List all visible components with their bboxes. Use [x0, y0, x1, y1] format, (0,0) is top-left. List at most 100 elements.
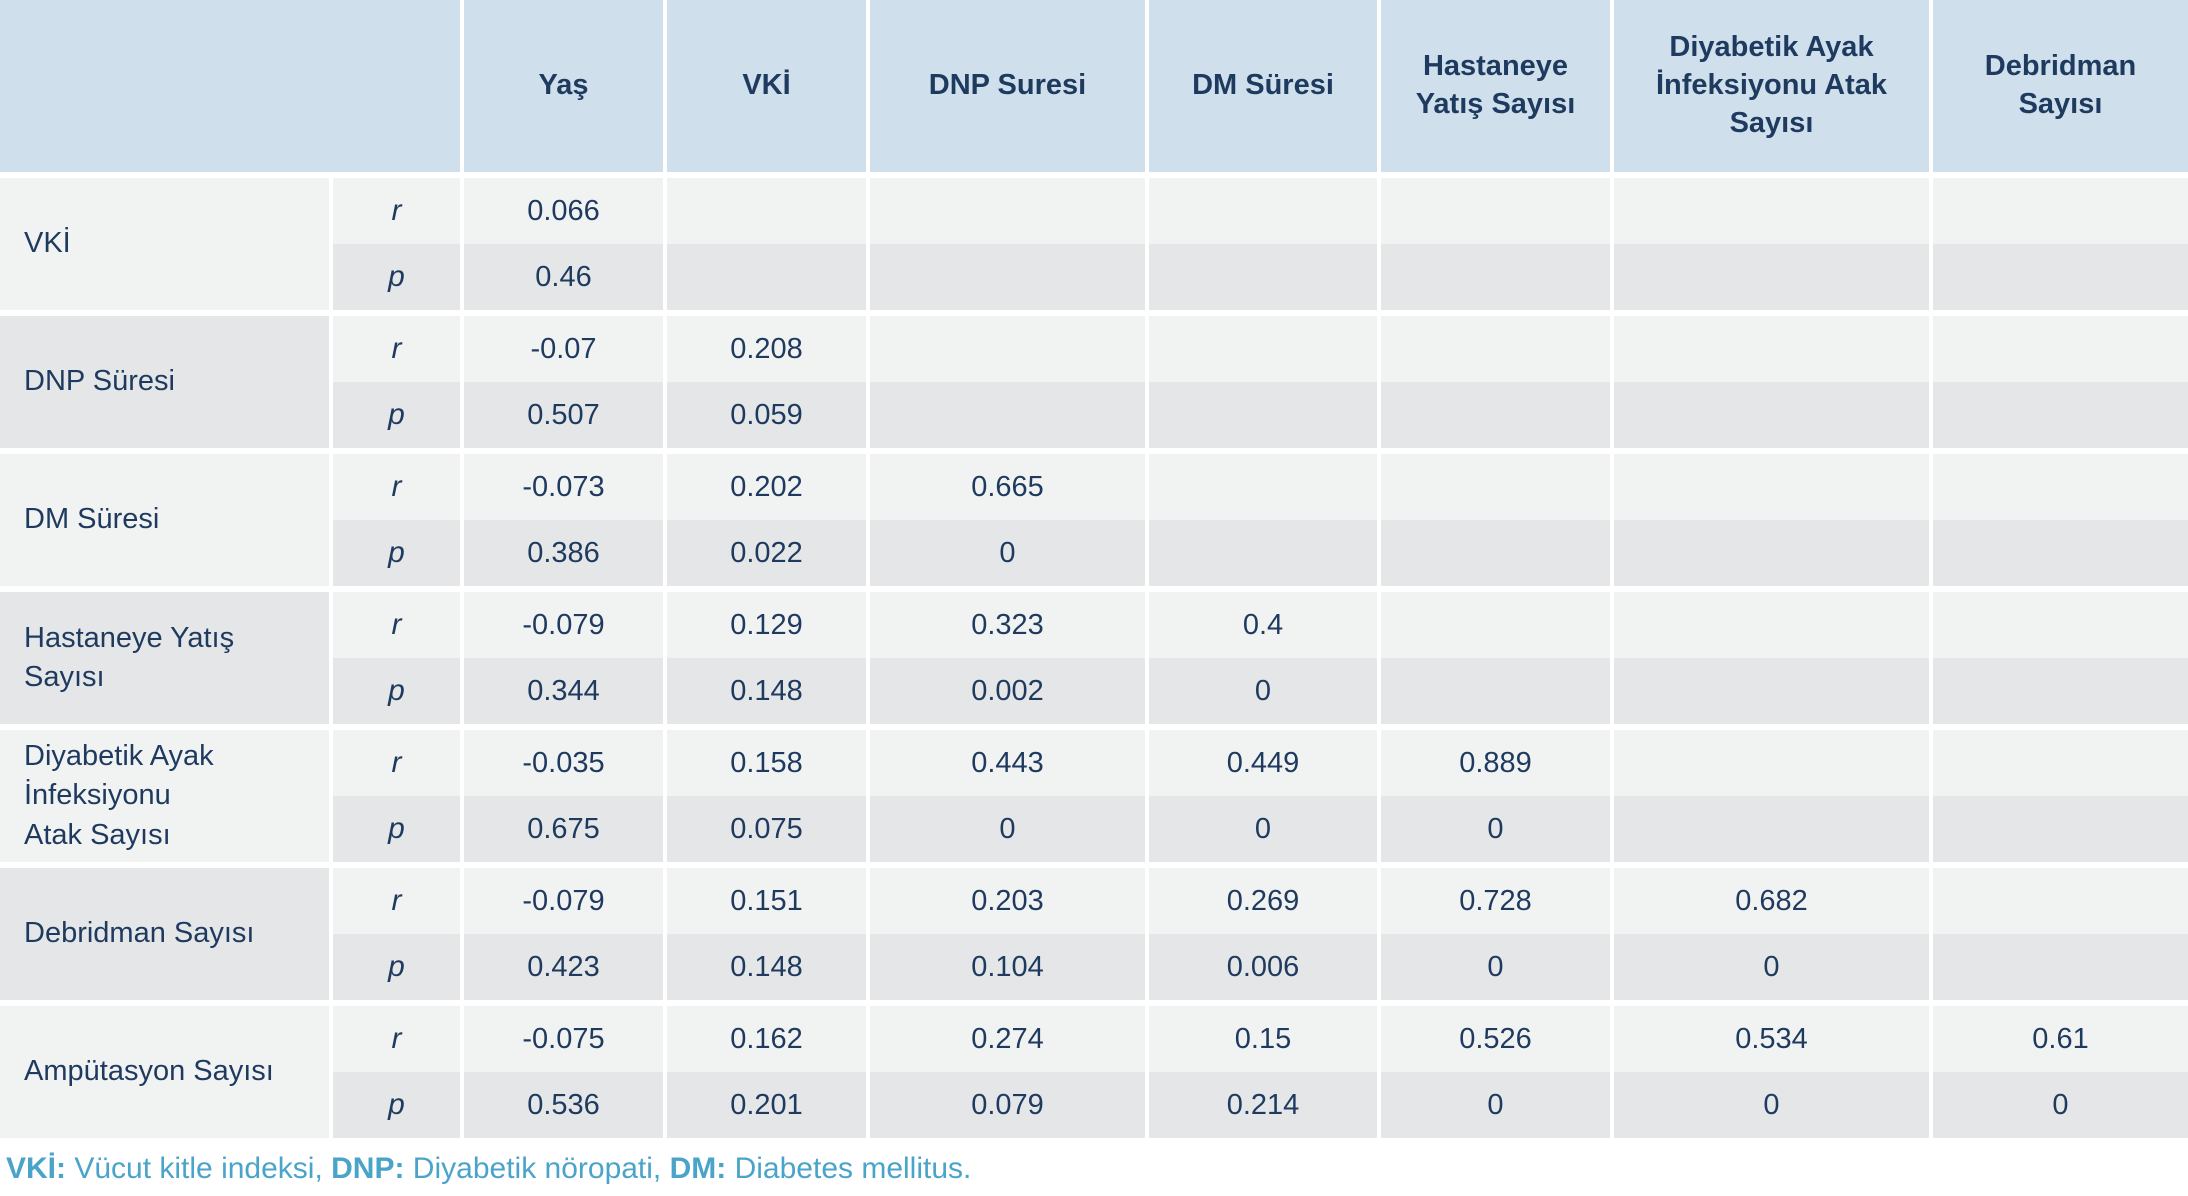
- value-cell: 0.526: [1381, 1006, 1610, 1072]
- value-cell-empty: [870, 382, 1145, 448]
- value-cell-empty: [1149, 316, 1377, 382]
- stat-label-r: r: [333, 592, 460, 658]
- stat-label-r: r: [333, 178, 460, 244]
- value-cell-empty: [1614, 520, 1929, 586]
- stat-label-p: p: [333, 382, 460, 448]
- value-cell: -0.035: [464, 730, 663, 796]
- value-cell: 0.075: [667, 796, 866, 862]
- value-cell-empty: [1614, 382, 1929, 448]
- footnote-abbr: DNP:: [331, 1152, 405, 1185]
- footnote-abbr: VKİ:: [6, 1152, 66, 1185]
- value-cell-empty: [1933, 178, 2188, 244]
- row-group: Hastaneye Yatış Sayısı r -0.079 0.129 0.323 0…: [0, 592, 2188, 724]
- value-cell-empty: [870, 178, 1145, 244]
- value-cell-empty: [1149, 382, 1377, 448]
- value-cell: 0.148: [667, 658, 866, 724]
- value-cell-empty: [1381, 454, 1610, 520]
- value-cell-empty: [1614, 454, 1929, 520]
- value-cell: -0.079: [464, 868, 663, 934]
- value-cell: 0.214: [1149, 1072, 1377, 1138]
- value-cell-empty: [1933, 868, 2188, 934]
- row-group: Diyabetik Ayak İnfeksiyonu Atak Sayısı r -…: [0, 730, 2188, 862]
- value-cell-empty: [1614, 592, 1929, 658]
- row-group: Ampütasyon Sayısı r -0.075 0.162 0.274 0.15 0.…: [0, 1006, 2188, 1138]
- value-cell: 0.022: [667, 520, 866, 586]
- footnote-text: Diabetes mellitus.: [726, 1152, 972, 1185]
- value-cell: 0: [870, 520, 1145, 586]
- value-cell-empty: [1614, 178, 1929, 244]
- value-cell: 0: [1381, 1072, 1610, 1138]
- row-group: VKİ r 0.066 p 0.46: [0, 178, 2188, 310]
- value-cell: 0.079: [870, 1072, 1145, 1138]
- header-cell: DNP Suresi: [870, 0, 1145, 172]
- value-cell: 0.889: [1381, 730, 1610, 796]
- value-cell-empty: [1149, 520, 1377, 586]
- stat-label-r: r: [333, 730, 460, 796]
- value-cell-empty: [1381, 382, 1610, 448]
- row-label: Debridman Sayısı: [0, 868, 329, 1000]
- value-cell-empty: [1933, 244, 2188, 310]
- stat-label-p: p: [333, 244, 460, 310]
- value-cell-empty: [1381, 658, 1610, 724]
- header-cell-empty: [0, 0, 460, 172]
- value-cell: -0.075: [464, 1006, 663, 1072]
- footnote: VKİ: Vücut kitle indeksi, DNP: Diyabetik…: [0, 1152, 2188, 1186]
- value-cell: 0.201: [667, 1072, 866, 1138]
- value-cell: 0.61: [1933, 1006, 2188, 1072]
- value-cell: 0.46: [464, 244, 663, 310]
- value-cell-empty: [1933, 382, 2188, 448]
- value-cell: 0.4: [1149, 592, 1377, 658]
- row-label: DM Süresi: [0, 454, 329, 586]
- value-cell-empty: [1933, 316, 2188, 382]
- stat-label-r: r: [333, 1006, 460, 1072]
- value-cell: 0.536: [464, 1072, 663, 1138]
- value-cell-empty: [870, 244, 1145, 310]
- stat-label-p: p: [333, 658, 460, 724]
- stat-label-r: r: [333, 868, 460, 934]
- value-cell-empty: [1933, 730, 2188, 796]
- value-cell: 0.208: [667, 316, 866, 382]
- value-cell-empty: [1614, 316, 1929, 382]
- value-cell: 0.665: [870, 454, 1145, 520]
- header-cell: Hastaneye Yatış Sayısı: [1381, 0, 1610, 172]
- value-cell-empty: [1381, 244, 1610, 310]
- value-cell: 0.066: [464, 178, 663, 244]
- value-cell: 0: [1933, 1072, 2188, 1138]
- value-cell-empty: [1381, 520, 1610, 586]
- value-cell: 0.162: [667, 1006, 866, 1072]
- value-cell: 0.002: [870, 658, 1145, 724]
- table-header-row: Yaş VKİ DNP Suresi DM Süresi Hastaneye Yatış…: [0, 0, 2188, 172]
- row-label: Hastaneye Yatış Sayısı: [0, 592, 329, 724]
- value-cell-empty: [870, 316, 1145, 382]
- row-label: Ampütasyon Sayısı: [0, 1006, 329, 1138]
- value-cell: 0.386: [464, 520, 663, 586]
- value-cell: 0.059: [667, 382, 866, 448]
- footnote-text: Vücut kitle indeksi,: [66, 1152, 332, 1185]
- value-cell-empty: [667, 178, 866, 244]
- value-cell: 0.449: [1149, 730, 1377, 796]
- header-cell: Debridman Sayısı: [1933, 0, 2188, 172]
- value-cell: 0.158: [667, 730, 866, 796]
- value-cell: -0.079: [464, 592, 663, 658]
- value-cell: 0.203: [870, 868, 1145, 934]
- value-cell: 0.507: [464, 382, 663, 448]
- value-cell: 0: [1149, 796, 1377, 862]
- value-cell-empty: [1149, 454, 1377, 520]
- value-cell-empty: [1149, 244, 1377, 310]
- value-cell: 0: [1614, 1072, 1929, 1138]
- stat-label-r: r: [333, 454, 460, 520]
- footnote-abbr: DM:: [669, 1152, 727, 1185]
- table-body: VKİ r 0.066 p 0.46 DNP Süresi r -0.07 0.208 p 0.50…: [0, 178, 2188, 1138]
- value-cell: 0.534: [1614, 1006, 1929, 1072]
- value-cell-empty: [1149, 178, 1377, 244]
- value-cell-empty: [1614, 658, 1929, 724]
- header-cell: Yaş: [464, 0, 663, 172]
- value-cell: -0.073: [464, 454, 663, 520]
- value-cell: -0.07: [464, 316, 663, 382]
- header-cell: Diyabetik Ayak İnfeksiyonu Atak Sayısı: [1614, 0, 1929, 172]
- stat-label-p: p: [333, 934, 460, 1000]
- value-cell: 0.269: [1149, 868, 1377, 934]
- row-group: DNP Süresi r -0.07 0.208 p 0.507 0.059: [0, 316, 2188, 448]
- header-cell: DM Süresi: [1149, 0, 1377, 172]
